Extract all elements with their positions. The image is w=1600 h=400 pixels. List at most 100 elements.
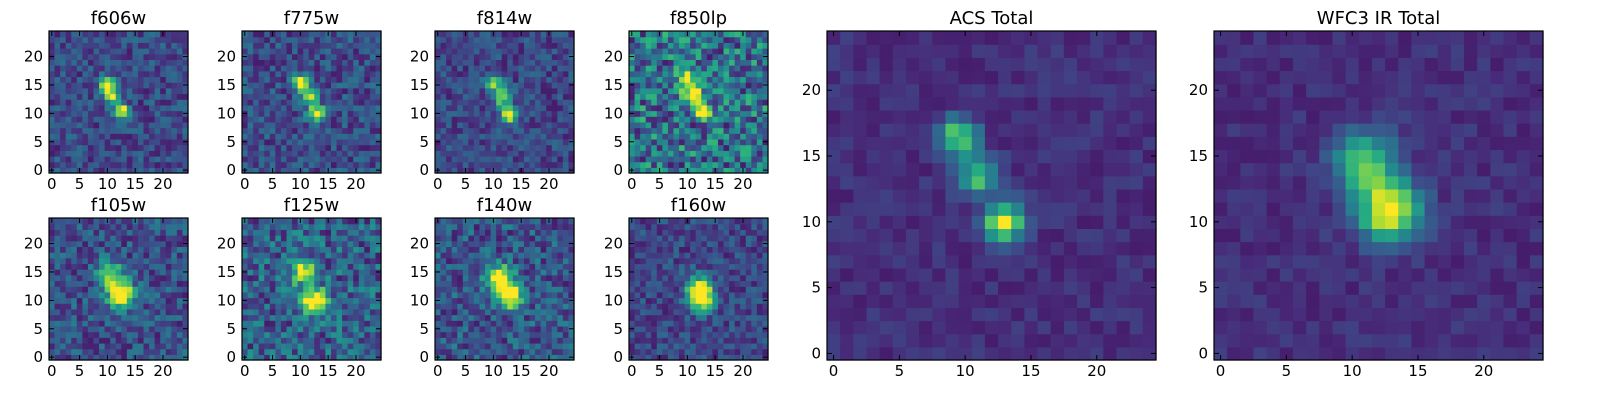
heatmap-cell — [110, 274, 117, 282]
heatmap-cell — [176, 161, 184, 168]
heatmap-cell — [756, 48, 764, 55]
heatmap-cell — [286, 59, 293, 66]
heatmap-cell — [303, 127, 310, 134]
heatmap-cell — [275, 76, 282, 83]
heatmap-cell — [684, 133, 691, 140]
heatmap-cell — [435, 303, 442, 310]
heatmap-cell — [286, 116, 293, 123]
heatmap-cell — [176, 303, 184, 310]
heatmap-cell — [165, 138, 172, 146]
heatmap-cell — [82, 252, 89, 259]
heatmap-cell — [640, 121, 647, 129]
heatmap-cell — [242, 70, 249, 78]
heatmap-cell — [292, 320, 299, 327]
heatmap-cell — [745, 121, 752, 129]
heatmap-cell — [451, 325, 458, 333]
heatmap-cell — [171, 218, 178, 225]
heatmap-cell — [540, 116, 547, 123]
heatmap-cell — [468, 354, 475, 361]
heatmap-cell — [507, 308, 514, 316]
heatmap-cell — [76, 121, 83, 129]
heatmap-cell — [473, 150, 481, 157]
heatmap-cell — [292, 314, 299, 321]
heatmap-cell — [132, 314, 139, 321]
heatmap-cell — [65, 263, 72, 270]
heatmap-cell — [247, 286, 254, 293]
heatmap-cell — [723, 133, 730, 140]
heatmap-cell — [551, 331, 558, 338]
heatmap-cell — [182, 331, 189, 338]
heatmap-cell — [110, 138, 117, 146]
heatmap-cell — [451, 314, 458, 321]
heatmap-cell — [446, 354, 453, 361]
heatmap-cell — [745, 280, 752, 287]
heatmap-cell — [762, 99, 769, 106]
heatmap-cell — [253, 144, 260, 151]
heatmap-cell — [342, 263, 349, 270]
heatmap-cell — [701, 314, 708, 321]
heatmap-cell — [121, 223, 128, 230]
heatmap-cell — [297, 274, 304, 282]
heatmap-cell — [76, 110, 83, 117]
heatmap-cell — [275, 303, 282, 310]
heatmap-cell — [762, 104, 769, 112]
heatmap-cell — [353, 76, 360, 83]
heatmap-cell — [93, 314, 100, 321]
heatmap-cell — [182, 121, 189, 129]
heatmap-cell — [535, 161, 542, 168]
heatmap-cell — [149, 110, 156, 117]
heatmap-cell — [740, 155, 747, 163]
heatmap-cell — [634, 53, 641, 60]
heatmap-cell — [462, 110, 469, 117]
heatmap-cell — [473, 274, 481, 282]
heatmap-cell — [314, 314, 321, 321]
heatmap-cell — [496, 280, 503, 287]
heatmap-cell — [651, 93, 658, 100]
x-tick-label: 5 — [75, 175, 85, 193]
heatmap-cell — [347, 65, 354, 72]
heatmap-cell — [762, 280, 769, 287]
heatmap-cell — [529, 325, 536, 333]
heatmap-cell — [132, 121, 139, 129]
heatmap-cell — [342, 325, 349, 333]
heatmap-cell — [275, 246, 282, 253]
heatmap-cell — [54, 110, 61, 117]
heatmap-cell — [673, 144, 680, 151]
heatmap-cell — [485, 82, 492, 89]
heatmap-cell — [347, 116, 354, 123]
heatmap-cell — [523, 337, 531, 344]
heatmap-cell — [137, 246, 145, 253]
heatmap-cell — [375, 150, 382, 157]
heatmap-cell — [76, 104, 83, 112]
heatmap-cell — [462, 76, 469, 83]
heatmap-cell — [258, 354, 265, 361]
heatmap-cell — [121, 150, 128, 157]
heatmap-cell — [115, 150, 122, 157]
heatmap-cell — [451, 82, 458, 89]
heatmap-cell — [303, 76, 310, 83]
heatmap-cell — [71, 59, 78, 66]
heatmap-cell — [280, 286, 288, 293]
heatmap-cell — [258, 280, 265, 287]
heatmap-cell — [451, 303, 458, 310]
heatmap-cell — [286, 223, 293, 230]
heatmap-cell — [110, 127, 117, 134]
heatmap-cell — [71, 161, 78, 168]
heatmap-cell — [529, 36, 536, 43]
heatmap-cell — [512, 229, 519, 236]
heatmap-cell — [110, 229, 117, 236]
heatmap-cell — [369, 235, 377, 242]
heatmap-cell — [523, 354, 531, 361]
heatmap-cell — [512, 59, 519, 66]
heatmap-cell — [347, 320, 354, 327]
heatmap-cell — [740, 121, 747, 129]
heatmap-cell — [297, 42, 304, 49]
heatmap-cell — [723, 65, 730, 72]
heatmap-cell — [684, 42, 691, 49]
heatmap-cell — [87, 274, 95, 282]
heatmap-cell — [546, 53, 553, 60]
heatmap-cell — [490, 104, 497, 112]
heatmap-cell — [518, 150, 525, 157]
heatmap-cell — [656, 48, 663, 55]
heatmap-cell — [656, 121, 663, 129]
